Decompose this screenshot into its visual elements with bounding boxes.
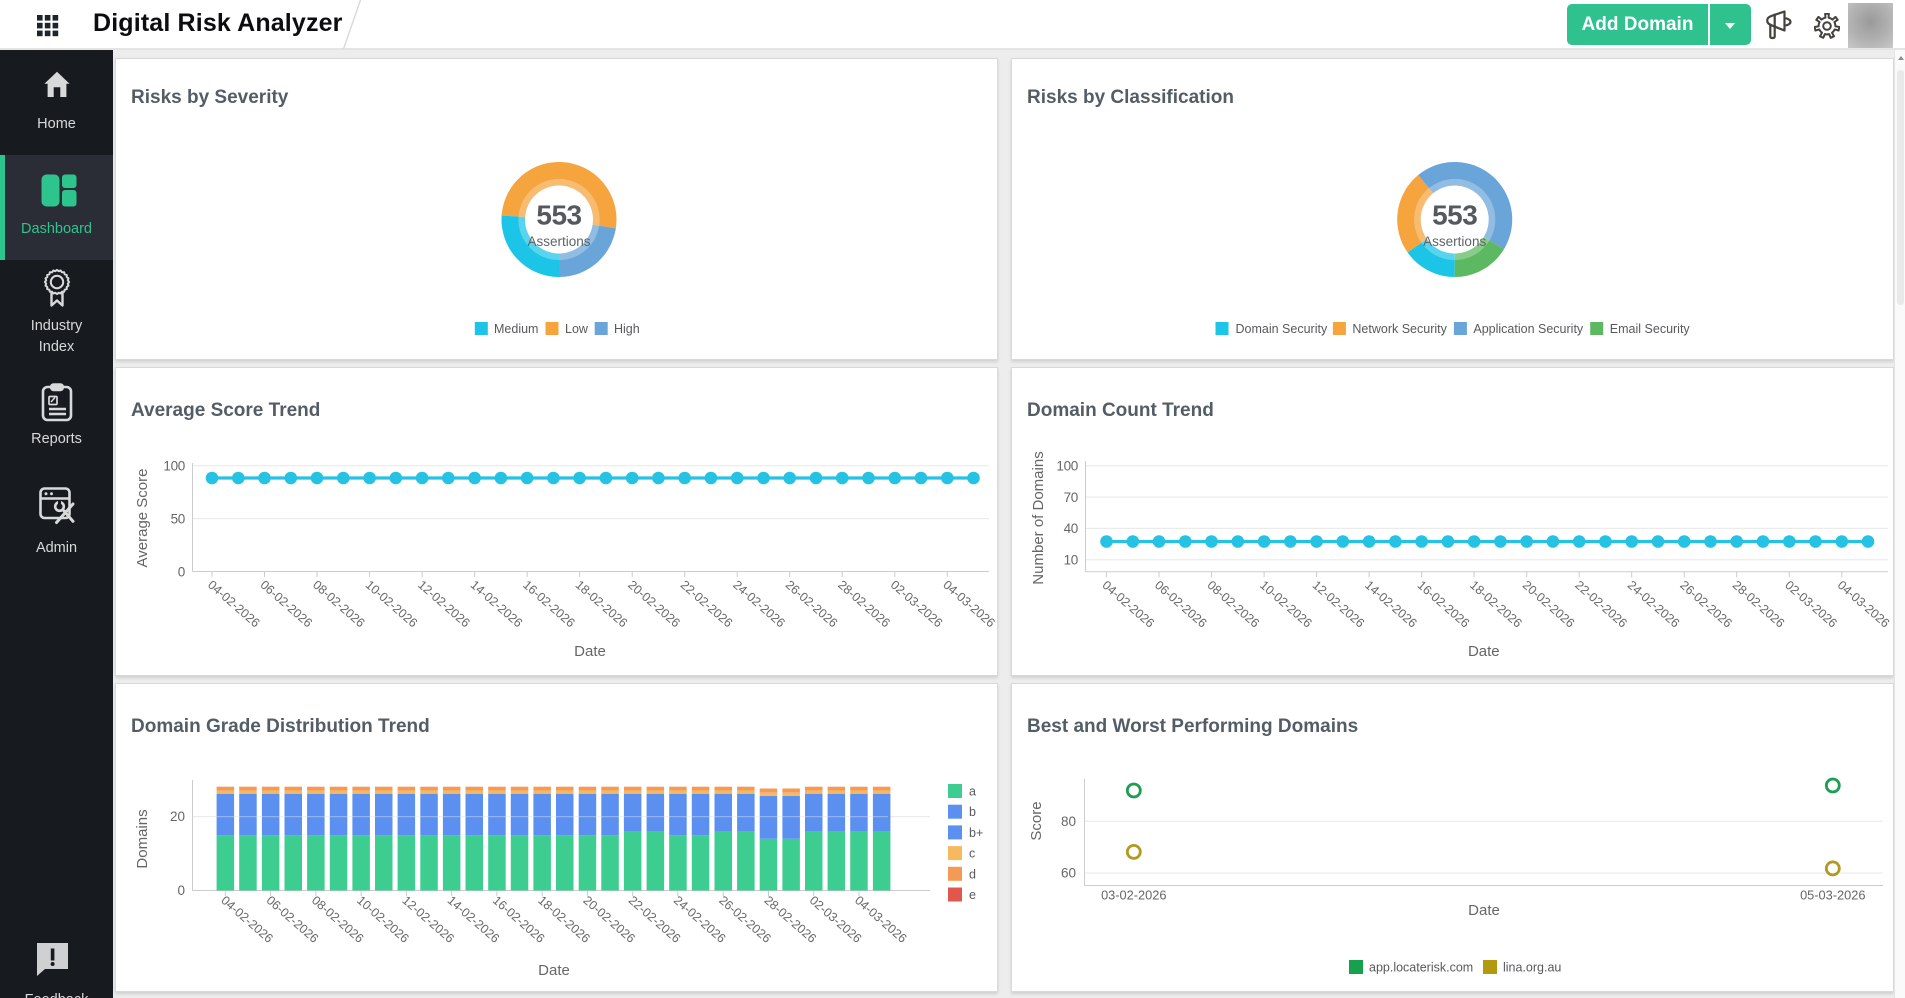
svg-text:20-02-2026: 20-02-2026	[1520, 578, 1577, 631]
svg-text:Assertions: Assertions	[1423, 234, 1486, 249]
svg-text:06-02-2026: 06-02-2026	[258, 578, 315, 631]
svg-text:Score: Score	[1028, 801, 1045, 840]
svg-text:26-02-2026: 26-02-2026	[783, 578, 840, 631]
svg-text:10: 10	[1064, 553, 1078, 568]
svg-text:06-02-2026: 06-02-2026	[1152, 578, 1209, 631]
svg-text:02-03-2026: 02-03-2026	[888, 578, 945, 631]
svg-text:553: 553	[536, 200, 581, 231]
svg-text:18-02-2026: 18-02-2026	[1467, 578, 1524, 631]
svg-text:18-02-2026: 18-02-2026	[573, 578, 630, 631]
svg-text:Date: Date	[538, 962, 570, 979]
svg-text:Risks by Classification: Risks by Classification	[1027, 87, 1234, 108]
svg-text:a: a	[969, 785, 976, 799]
svg-text:04-03-2026: 04-03-2026	[940, 578, 997, 631]
svg-text:14-02-2026: 14-02-2026	[468, 578, 525, 631]
svg-text:b+: b+	[969, 826, 983, 840]
svg-text:70: 70	[1064, 490, 1078, 505]
svg-text:Assertions: Assertions	[527, 234, 590, 249]
svg-text:Domain Count Trend: Domain Count Trend	[1027, 400, 1214, 421]
svg-text:app.locaterisk.com: app.locaterisk.com	[1369, 961, 1473, 975]
svg-text:20: 20	[170, 809, 185, 824]
svg-text:0: 0	[177, 883, 185, 898]
svg-text:60: 60	[1061, 866, 1076, 881]
svg-text:16-02-2026: 16-02-2026	[1415, 578, 1472, 631]
svg-text:08-02-2026: 08-02-2026	[1205, 578, 1262, 631]
svg-text:12-02-2026: 12-02-2026	[415, 578, 472, 631]
svg-text:10-02-2026: 10-02-2026	[363, 578, 420, 631]
svg-text:High: High	[614, 322, 640, 336]
svg-text:Low: Low	[565, 322, 589, 336]
svg-text:24-02-2026: 24-02-2026	[730, 578, 787, 631]
svg-text:Date: Date	[1468, 643, 1500, 660]
svg-text:d: d	[969, 867, 976, 881]
svg-text:22-02-2026: 22-02-2026	[678, 578, 735, 631]
svg-text:28-02-2026: 28-02-2026	[1730, 578, 1787, 631]
svg-text:04-02-2026: 04-02-2026	[205, 578, 262, 631]
svg-text:Email Security: Email Security	[1610, 322, 1691, 336]
svg-text:b: b	[969, 805, 976, 819]
svg-text:Domains: Domains	[134, 809, 151, 868]
svg-text:24-02-2026: 24-02-2026	[1625, 578, 1682, 631]
svg-text:14-02-2026: 14-02-2026	[1362, 578, 1419, 631]
svg-text:e: e	[969, 888, 976, 902]
svg-text:20-02-2026: 20-02-2026	[625, 578, 682, 631]
svg-text:Date: Date	[574, 643, 606, 660]
svg-text:28-02-2026: 28-02-2026	[835, 578, 892, 631]
svg-text:c: c	[969, 847, 975, 861]
svg-text:03-02-2026: 03-02-2026	[1101, 888, 1166, 903]
svg-text:04-03-2026: 04-03-2026	[1835, 578, 1892, 631]
svg-text:Domain Security: Domain Security	[1236, 322, 1328, 336]
svg-text:80: 80	[1061, 814, 1076, 829]
svg-text:40: 40	[1064, 521, 1078, 536]
svg-text:Network Security: Network Security	[1352, 322, 1447, 336]
svg-text:16-02-2026: 16-02-2026	[520, 578, 577, 631]
svg-text:Medium: Medium	[494, 322, 538, 336]
svg-text:04-02-2026: 04-02-2026	[1100, 578, 1157, 631]
svg-text:Number of Domains: Number of Domains	[1030, 451, 1047, 584]
svg-text:lina.org.au: lina.org.au	[1503, 961, 1561, 975]
svg-text:02-03-2026: 02-03-2026	[1782, 578, 1839, 631]
svg-text:Average Score: Average Score	[134, 469, 151, 568]
svg-text:100: 100	[1056, 459, 1078, 474]
svg-text:Best and Worst Performing Doma: Best and Worst Performing Domains	[1027, 716, 1358, 737]
svg-text:553: 553	[1432, 200, 1477, 231]
svg-text:Average Score Trend: Average Score Trend	[131, 400, 320, 421]
svg-text:Date: Date	[1468, 902, 1500, 919]
svg-text:26-02-2026: 26-02-2026	[1677, 578, 1734, 631]
svg-text:22-02-2026: 22-02-2026	[1572, 578, 1629, 631]
svg-text:50: 50	[171, 511, 185, 526]
svg-text:Application Security: Application Security	[1473, 322, 1584, 336]
svg-text:Risks by Severity: Risks by Severity	[131, 87, 289, 108]
svg-text:0: 0	[178, 564, 185, 579]
svg-text:100: 100	[163, 459, 185, 474]
svg-text:05-03-2026: 05-03-2026	[1800, 888, 1865, 903]
svg-text:10-02-2026: 10-02-2026	[1257, 578, 1314, 631]
svg-text:08-02-2026: 08-02-2026	[310, 578, 367, 631]
svg-text:Domain Grade Distribution Tren: Domain Grade Distribution Trend	[131, 716, 430, 737]
svg-text:12-02-2026: 12-02-2026	[1310, 578, 1367, 631]
